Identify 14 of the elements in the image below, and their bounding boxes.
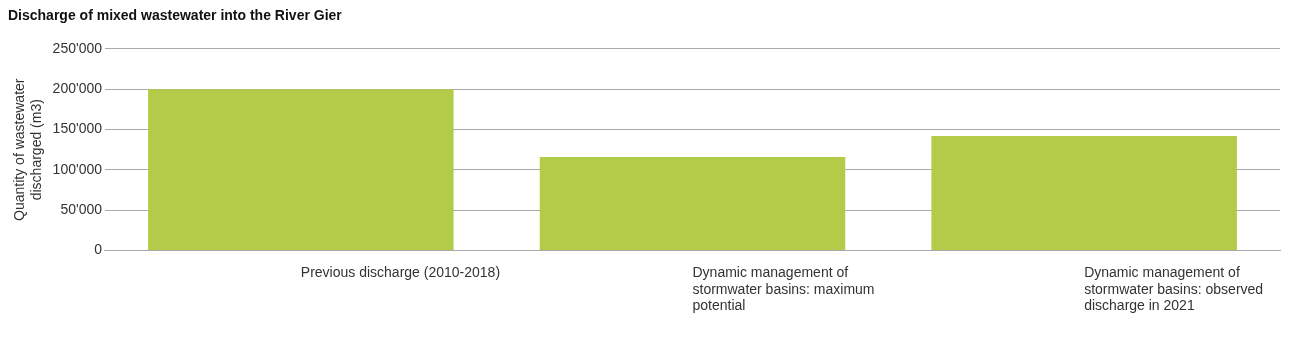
bar <box>148 89 454 251</box>
y-axis-title: Quantity of wastewater discharged (m3) <box>11 78 45 221</box>
y-tick-label: 50'000 <box>60 201 103 218</box>
chart-title: Discharge of mixed wastewater into the River Gier <box>8 7 343 24</box>
x-tick-label: Dynamic management of stormwater basins: maximum potential <box>692 263 875 314</box>
y-tick-label: 250'000 <box>52 39 103 56</box>
y-tick-label: 150'000 <box>52 120 103 137</box>
bar <box>931 135 1237 251</box>
y-tick-label: 200'000 <box>52 80 103 97</box>
x-tick-label: Dynamic management of stormwater basins: observed discharge in 2021 <box>1084 263 1264 314</box>
y-tick-label: 100'000 <box>52 160 103 177</box>
x-tick-label: Previous discharge (2010-2018) <box>300 263 501 280</box>
bar <box>539 156 846 251</box>
y-tick-label: 0 <box>94 241 103 258</box>
